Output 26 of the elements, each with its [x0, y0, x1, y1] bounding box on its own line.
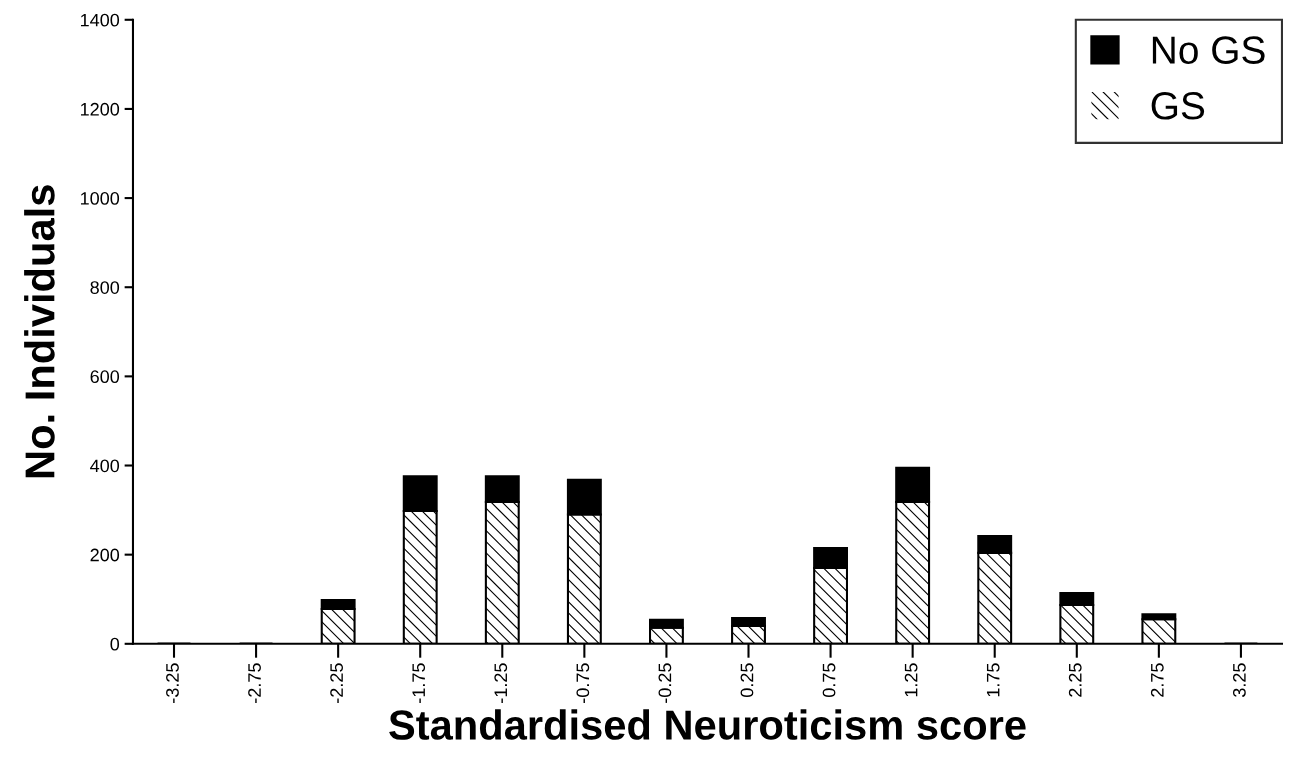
- x-tick-label: -0.75: [576, 663, 590, 703]
- x-tick-label: -0.25: [658, 663, 672, 703]
- x-tick-label: -2.75: [248, 663, 261, 703]
- x-tick-label: -2.25: [330, 663, 343, 703]
- x-tick-label: -3.25: [166, 663, 179, 703]
- y-tick-label: 1200: [80, 102, 120, 116]
- legend-label: GS: [1151, 92, 1205, 120]
- y-tick-label: 1400: [80, 13, 120, 27]
- y-axis-title: No. Individuals: [24, 185, 55, 478]
- y-tick-label: 600: [90, 370, 120, 384]
- x-tick-label: 1.25: [904, 663, 918, 697]
- x-tick-label: -1.75: [412, 663, 426, 703]
- legend-label: No GS: [1152, 36, 1265, 64]
- x-tick-label: 0.75: [822, 663, 836, 697]
- x-tick-label: -1.25: [494, 663, 508, 703]
- y-tick-label: 200: [90, 548, 120, 562]
- y-tick-label: 400: [90, 459, 120, 473]
- x-tick-label: 2.75: [1150, 663, 1164, 697]
- y-tick-label: 1000: [80, 192, 120, 205]
- y-tick-label: 800: [90, 281, 120, 294]
- x-tick-label: 0.25: [740, 663, 754, 697]
- x-tick-label: 1.75: [986, 663, 1000, 697]
- x-axis-title: Standardised Neuroticism score: [389, 709, 1026, 740]
- y-tick-label: 0: [110, 637, 120, 651]
- x-tick-label: 2.25: [1068, 663, 1082, 697]
- x-tick-label: 3.25: [1232, 663, 1246, 698]
